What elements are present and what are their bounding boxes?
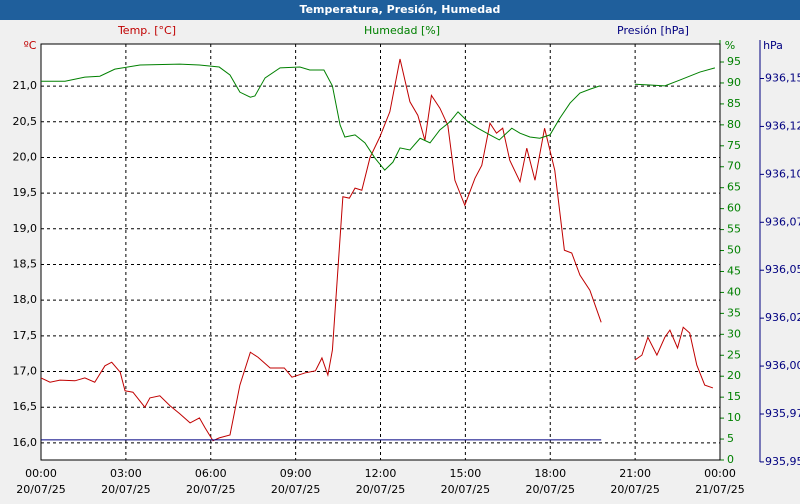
y-axis-title: Temp. [°C] — [117, 24, 176, 37]
x-tick-date: 20/07/25 — [186, 483, 235, 496]
y3-tick-label: 936,00 — [765, 359, 800, 372]
x-tick-label: 21:00 — [619, 467, 651, 480]
y2-tick-label: 90 — [727, 76, 741, 89]
x-tick-label: 00:00 — [704, 467, 736, 480]
y-tick-label: 21,0 — [13, 79, 38, 92]
plot-border — [40, 43, 721, 461]
title-bar — [0, 0, 800, 20]
y-tick-label: 17,0 — [13, 365, 38, 378]
x-tick-date: 20/07/25 — [610, 483, 659, 496]
y3-tick-label: 936,07 — [765, 215, 800, 228]
x-tick-label: 06:00 — [195, 467, 227, 480]
y2-tick-label: 45 — [727, 264, 741, 277]
y3-tick-label: 936,02 — [765, 311, 800, 324]
y-tick-label: 18,5 — [13, 257, 38, 270]
y2-tick-label: 65 — [727, 181, 741, 194]
y2-tick-label: 75 — [727, 139, 741, 152]
series-line — [41, 63, 600, 171]
series-line — [634, 67, 716, 87]
chart-title: Temperatura, Presión, Humedad — [300, 3, 501, 16]
y2-tick-label: 20 — [727, 369, 741, 382]
series-line — [40, 58, 602, 442]
y3-tick-label: 935,95 — [765, 455, 800, 468]
y-tick-label: 16,5 — [13, 400, 38, 413]
x-tick-label: 00:00 — [25, 467, 57, 480]
y-tick-label: 20,0 — [13, 150, 38, 163]
y-tick-label: 19,0 — [13, 222, 38, 235]
y2-tick-label: 70 — [727, 160, 741, 173]
y2-tick-label: 0 — [727, 453, 734, 466]
y-tick-label: 16,0 — [13, 436, 38, 449]
series-line — [634, 326, 714, 389]
y3-tick-label: 936,15 — [765, 72, 800, 85]
y-tick-label: 18,0 — [13, 293, 38, 306]
y-unit: ºC — [24, 39, 37, 52]
y-tick-label: 19,5 — [13, 186, 38, 199]
y2-tick-label: 10 — [727, 411, 741, 424]
y2-tick-label: 60 — [727, 202, 741, 215]
x-tick-label: 12:00 — [365, 467, 397, 480]
y2-tick-label: 15 — [727, 390, 741, 403]
y3-axis-title: Presión [hPa] — [617, 24, 689, 37]
x-tick-date: 20/07/25 — [16, 483, 65, 496]
x-tick-date: 20/07/25 — [356, 483, 405, 496]
x-tick-date: 20/07/25 — [271, 483, 320, 496]
y3-tick-label: 936,12 — [765, 119, 800, 132]
y3-tick-label: 936,10 — [765, 167, 800, 180]
x-tick-label: 18:00 — [534, 467, 566, 480]
y2-tick-label: 80 — [727, 118, 741, 131]
y2-tick-label: 25 — [727, 348, 741, 361]
y2-tick-label: 85 — [727, 97, 741, 110]
x-tick-date: 20/07/25 — [526, 483, 575, 496]
y2-axis-title: Humedad [%] — [364, 24, 440, 37]
y2-tick-label: 40 — [727, 285, 741, 298]
plot-area — [41, 44, 720, 460]
y2-tick-label: 55 — [727, 223, 741, 236]
x-tick-label: 03:00 — [110, 467, 142, 480]
y2-tick-label: 95 — [727, 55, 741, 68]
y3-unit: hPa — [763, 39, 783, 52]
x-tick-label: 15:00 — [450, 467, 482, 480]
y-tick-label: 17,5 — [13, 329, 38, 342]
y2-tick-label: 30 — [727, 327, 741, 340]
y3-tick-label: 935,97 — [765, 407, 800, 420]
y2-tick-label: 5 — [727, 432, 734, 445]
y2-tick-label: 50 — [727, 244, 741, 257]
y2-unit: % — [725, 39, 735, 52]
y3-tick-label: 936,05 — [765, 263, 800, 276]
x-tick-date: 20/07/25 — [101, 483, 150, 496]
x-tick-label: 09:00 — [280, 467, 312, 480]
y2-tick-label: 35 — [727, 306, 741, 319]
x-tick-date: 20/07/25 — [441, 483, 490, 496]
y-tick-label: 20,5 — [13, 115, 38, 128]
x-tick-date: 21/07/25 — [695, 483, 744, 496]
